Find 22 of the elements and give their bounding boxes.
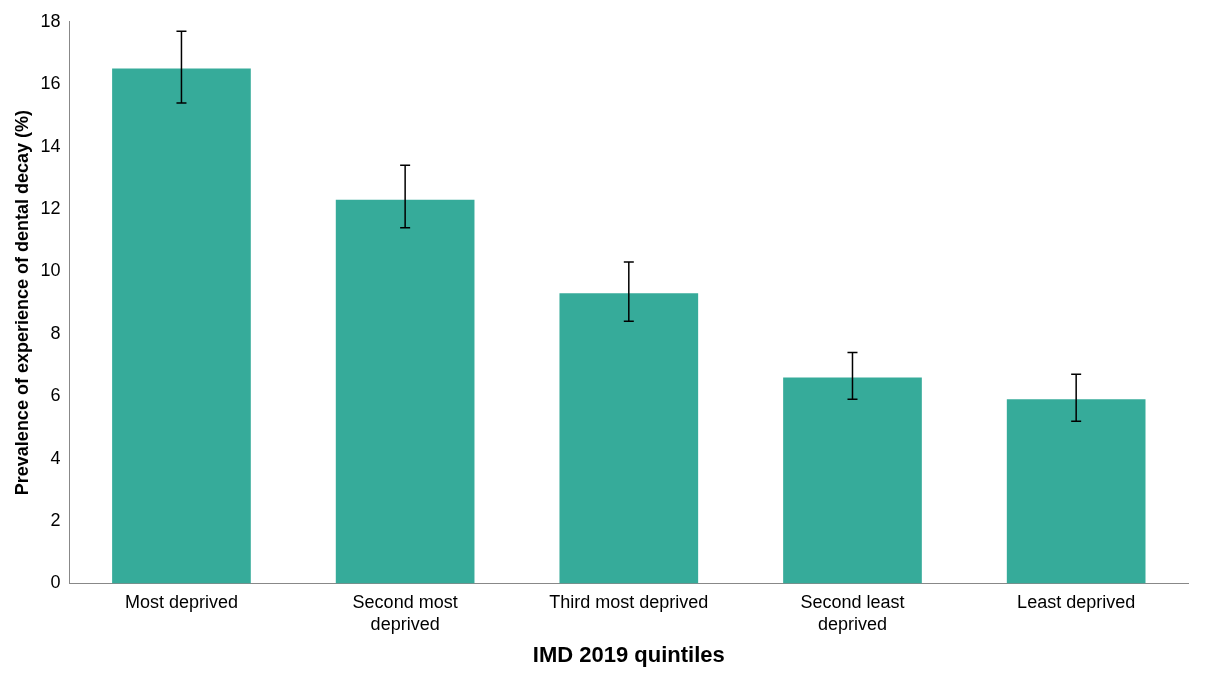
x-tick-label: Most deprived: [124, 592, 238, 613]
x-tick-label: Least deprived: [1017, 592, 1136, 613]
x-tick-label: Second most deprived: [352, 592, 458, 634]
bar: [559, 293, 699, 584]
x-tick-label: Second least deprived: [800, 592, 905, 634]
y-tick-label: 14: [40, 135, 61, 156]
y-tick-label: 4: [50, 447, 61, 468]
bar: [783, 377, 922, 584]
bar: [1006, 399, 1146, 584]
y-tick-label: 12: [40, 197, 61, 218]
y-tick-label: 18: [40, 10, 61, 31]
y-tick-label: 16: [40, 73, 61, 94]
y-tick-label: 2: [50, 509, 61, 530]
y-axis-title: Prevalence of experience of dental decay (%): [11, 110, 32, 496]
bar: [112, 68, 251, 584]
bar: [335, 199, 475, 584]
x-tick-label: Third most deprived: [549, 592, 709, 613]
y-tick-label: 6: [50, 385, 61, 406]
y-tick-label: 8: [50, 322, 61, 343]
y-tick-label: 0: [50, 572, 61, 593]
x-axis-title: IMD 2019 quintiles: [532, 641, 725, 667]
y-tick-label: 10: [40, 260, 61, 281]
